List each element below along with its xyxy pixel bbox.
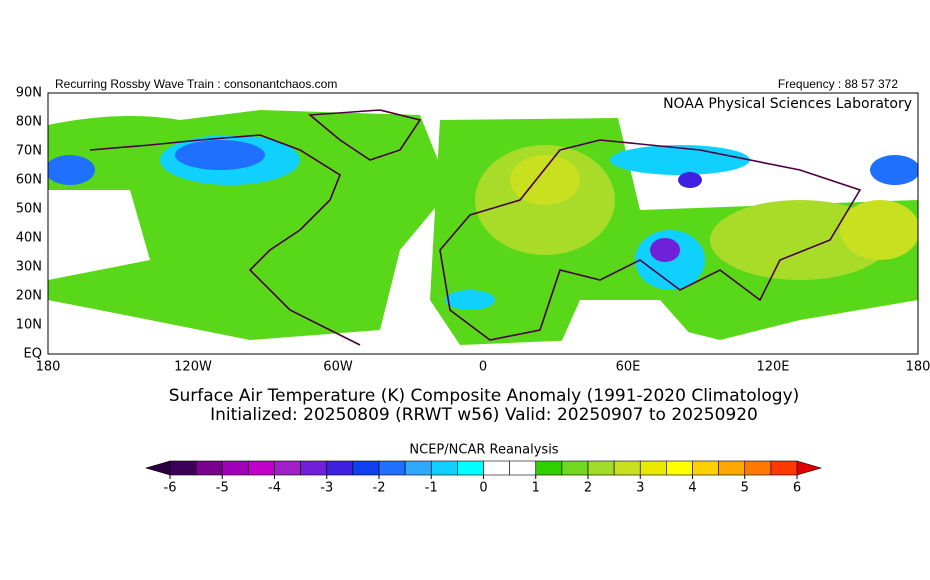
lat-label: 50N: [16, 202, 42, 217]
lat-label: 90N: [16, 86, 42, 101]
colorbar-label: 0: [479, 481, 487, 496]
lat-label: 10N: [16, 318, 42, 333]
colorbar-box: [169, 460, 197, 476]
lat-label: 40N: [16, 231, 42, 246]
title-line1: Surface Air Temperature (K) Composite An…: [169, 386, 800, 406]
colorbar-box: [248, 460, 275, 476]
lat-label: 30N: [16, 260, 42, 275]
colorbar-box: [639, 460, 667, 476]
colorbar-label: 6: [793, 481, 801, 496]
colorbar-box: [613, 460, 641, 476]
colorbar-label: 5: [741, 481, 749, 496]
colorbar-source: NCEP/NCAR Reanalysis: [409, 443, 558, 458]
colorbar-box: [274, 460, 301, 476]
lon-label: 180: [36, 360, 61, 375]
colorbar-box: [457, 460, 484, 476]
colorbar-under: [144, 460, 171, 476]
header-left: Recurring Rossby Wave Train : consonantc…: [55, 77, 337, 91]
colorbar-label: 2: [584, 481, 592, 496]
lon-label: 60W: [323, 360, 353, 375]
map-field: [47, 92, 919, 355]
colorbar-box: [666, 460, 693, 476]
colorbar-label: -3: [320, 481, 333, 496]
colorbar-box: [718, 460, 746, 476]
colorbar-box: [430, 460, 458, 476]
lon-label: 0: [479, 360, 487, 375]
lat-label: 70N: [16, 144, 42, 159]
colorbar-box: [326, 460, 354, 476]
lon-label: 120W: [174, 360, 212, 375]
colorbar-label: -1: [425, 481, 438, 496]
colorbar-label: -6: [164, 481, 177, 496]
colorbar-label: -5: [216, 481, 229, 496]
colorbar-label: -2: [373, 481, 386, 496]
colorbar-box: [404, 460, 432, 476]
title-line2: Initialized: 20250809 (RRWT w56) Valid: …: [210, 405, 758, 425]
colorbar-box: [561, 460, 589, 476]
colorbar-box: [195, 460, 223, 476]
lon-label: 60E: [616, 360, 641, 375]
colorbar-box: [744, 460, 772, 476]
colorbar-label: 3: [636, 481, 644, 496]
colorbar-label: 4: [688, 481, 696, 496]
lat-label: EQ: [24, 347, 42, 362]
colorbar-box: [692, 460, 719, 476]
map-credit: NOAA Physical Sciences Laboratory: [663, 96, 912, 112]
header-right: Frequency : 88 57 372: [778, 77, 898, 91]
colorbar-label: 1: [532, 481, 540, 496]
lon-label: 180: [906, 360, 930, 375]
lat-label: 20N: [16, 289, 42, 304]
colorbar-box: [221, 460, 249, 476]
colorbar-box: [509, 460, 537, 476]
colorbar-over: [796, 460, 823, 476]
lat-label: 60N: [16, 173, 42, 188]
colorbar-box: [770, 460, 798, 476]
colorbar-box: [587, 460, 615, 476]
colorbar-box: [300, 460, 328, 476]
colorbar-label: -4: [268, 481, 281, 496]
colorbar-box: [378, 460, 406, 476]
lat-label: 80N: [16, 115, 42, 130]
colorbar-box: [352, 460, 380, 476]
colorbar-box: [483, 460, 510, 476]
colorbar-box: [535, 460, 563, 476]
lon-label: 120E: [756, 360, 789, 375]
